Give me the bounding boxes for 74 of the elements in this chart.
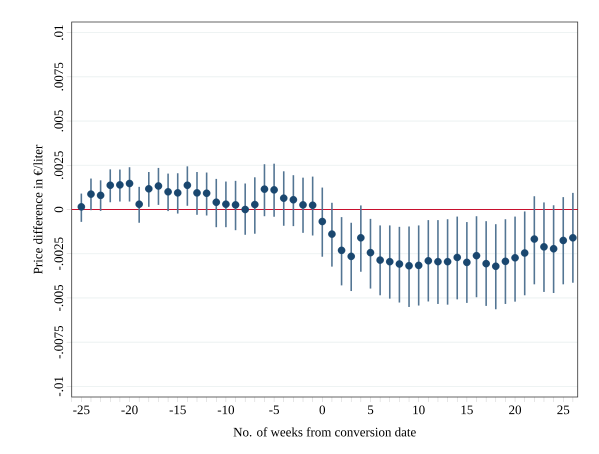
point	[222, 200, 230, 208]
y-axis-title: Price difference in €/liter	[33, 144, 42, 274]
point	[444, 258, 452, 266]
point	[193, 189, 201, 197]
x-tick-label: 0	[320, 406, 326, 414]
point	[511, 254, 519, 262]
point	[530, 235, 538, 243]
y-tick-label: .0025	[54, 151, 64, 179]
x-axis-title: No. of weeks from conversion date	[234, 427, 416, 437]
point	[145, 185, 153, 193]
point	[299, 201, 307, 209]
point	[366, 248, 374, 256]
y-tick-label: -.005	[54, 284, 64, 311]
x-tick-label: -25	[73, 406, 90, 414]
point	[232, 201, 240, 209]
point	[424, 256, 432, 265]
x-tick-label: -20	[121, 406, 138, 414]
x-tick-label: 20	[509, 406, 522, 414]
point	[126, 180, 134, 188]
x-tick-label: -10	[218, 406, 234, 414]
point	[338, 246, 346, 254]
point	[241, 206, 249, 214]
x-tick-label: 10	[413, 406, 425, 414]
point	[135, 200, 143, 208]
point	[357, 234, 365, 242]
point	[212, 198, 220, 206]
point	[308, 201, 316, 210]
point	[290, 196, 298, 204]
point	[376, 256, 384, 264]
y-tick-label: -.0075	[54, 326, 64, 358]
point	[434, 258, 442, 266]
point	[502, 258, 510, 266]
point	[202, 189, 210, 198]
point	[405, 262, 413, 270]
point	[463, 258, 471, 266]
point	[453, 254, 462, 262]
point	[116, 181, 124, 189]
point	[386, 258, 394, 266]
point	[164, 188, 172, 196]
y-tick-label: -.01	[54, 376, 64, 396]
point	[318, 218, 326, 226]
point	[78, 203, 86, 211]
point	[280, 194, 288, 202]
x-tick-label: 15	[462, 406, 473, 414]
point	[396, 260, 404, 268]
point	[96, 192, 104, 200]
point	[520, 249, 528, 257]
y-tick-label: .0075	[54, 62, 64, 91]
point	[251, 200, 259, 208]
point	[559, 236, 568, 244]
point	[154, 182, 162, 190]
y-tick-label: 0	[54, 206, 64, 212]
x-tick-label: 25	[557, 406, 570, 414]
point	[184, 181, 192, 190]
point	[260, 185, 268, 193]
x-tick-label: 5	[368, 406, 374, 414]
y-tick-label: .005	[54, 110, 64, 132]
point	[87, 190, 95, 198]
point	[347, 252, 356, 260]
point	[270, 186, 278, 194]
x-tick-label: -5	[269, 406, 279, 414]
point	[492, 262, 500, 270]
point	[174, 189, 182, 197]
y-tick-label: .01	[54, 25, 64, 40]
point	[550, 244, 558, 253]
point	[540, 243, 548, 251]
point	[569, 234, 577, 242]
point	[482, 260, 490, 268]
point	[472, 252, 480, 260]
point	[414, 262, 422, 270]
y-tick-label: -.0025	[54, 238, 64, 270]
point	[328, 230, 336, 238]
x-tick-label: -15	[170, 406, 186, 414]
point	[106, 181, 114, 190]
